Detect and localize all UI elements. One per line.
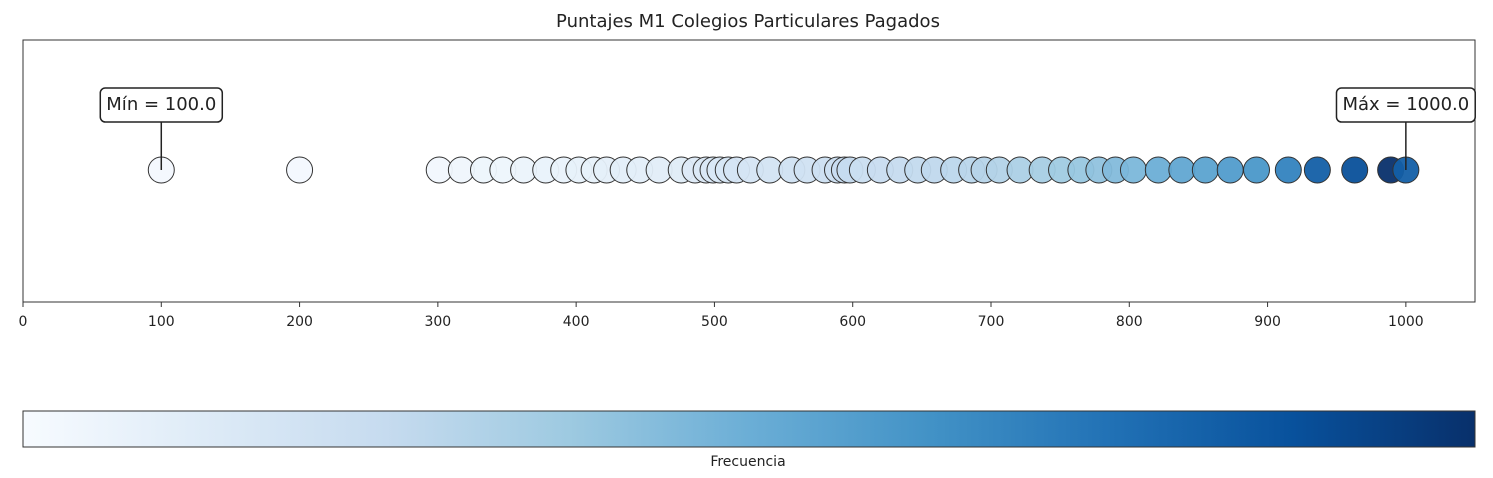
point bbox=[1119, 156, 1147, 184]
colorbar-label: Frecuencia bbox=[710, 454, 785, 470]
x-tick-label: 600 bbox=[839, 314, 866, 330]
annotation: Máx = 1000.0 bbox=[1335, 87, 1476, 123]
point bbox=[1303, 156, 1331, 184]
plot-frame bbox=[22, 39, 1476, 303]
x-tick-label: 700 bbox=[978, 314, 1005, 330]
x-tick-label: 1000 bbox=[1388, 314, 1424, 330]
x-tick-label: 800 bbox=[1116, 314, 1143, 330]
x-tick-label: 500 bbox=[701, 314, 728, 330]
x-tick-label: 300 bbox=[424, 314, 451, 330]
point bbox=[1191, 156, 1219, 184]
annotation: Mín = 100.0 bbox=[99, 87, 224, 123]
point bbox=[1216, 156, 1244, 184]
annotation-box bbox=[1335, 87, 1476, 123]
point bbox=[286, 156, 314, 184]
annotation-text: Máx = 1000.0 bbox=[1342, 94, 1469, 115]
x-tick-label: 100 bbox=[148, 314, 175, 330]
point bbox=[1144, 156, 1172, 184]
point bbox=[1341, 156, 1369, 184]
point bbox=[1168, 156, 1196, 184]
x-tick-label: 400 bbox=[563, 314, 590, 330]
point bbox=[1274, 156, 1302, 184]
colorbar bbox=[22, 410, 1476, 448]
annotation-box bbox=[99, 87, 224, 123]
annotation-text: Mín = 100.0 bbox=[106, 94, 216, 115]
chart-title: Puntajes M1 Colegios Particulares Pagado… bbox=[556, 11, 940, 32]
point bbox=[1243, 156, 1271, 184]
x-tick-label: 200 bbox=[286, 314, 313, 330]
x-tick-label: 900 bbox=[1254, 314, 1281, 330]
x-tick-label: 0 bbox=[19, 314, 28, 330]
